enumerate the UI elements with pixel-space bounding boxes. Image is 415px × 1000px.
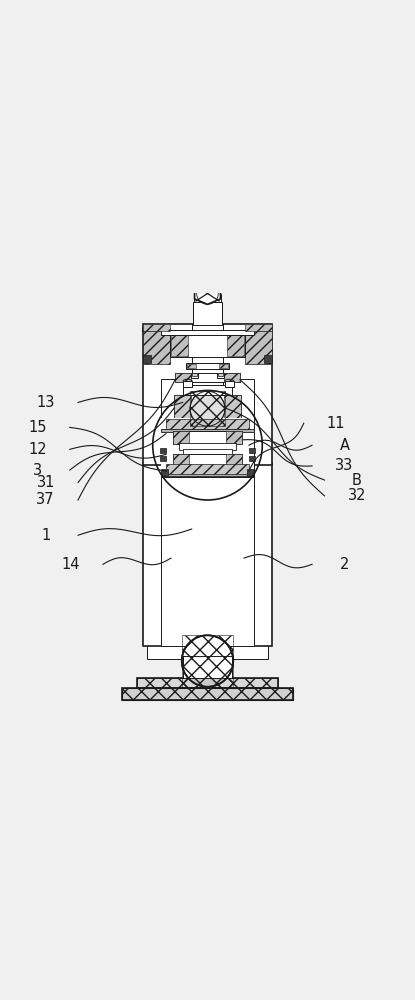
- Bar: [173, 431, 189, 444]
- Bar: [224, 373, 240, 382]
- Text: A: A: [339, 438, 349, 453]
- Bar: [170, 334, 245, 357]
- Text: 12: 12: [28, 442, 46, 457]
- Text: 11: 11: [327, 416, 345, 431]
- Bar: [192, 373, 197, 375]
- Bar: [179, 443, 236, 450]
- Bar: [161, 429, 254, 432]
- Polygon shape: [182, 661, 233, 687]
- Text: 31: 31: [37, 475, 55, 490]
- Polygon shape: [195, 283, 220, 304]
- Bar: [191, 373, 198, 378]
- Bar: [173, 454, 242, 466]
- Bar: [161, 379, 254, 477]
- Bar: [174, 395, 241, 418]
- Bar: [227, 335, 244, 356]
- Bar: [224, 395, 241, 418]
- Bar: [173, 431, 242, 444]
- Bar: [247, 469, 254, 476]
- Bar: [183, 381, 192, 387]
- Bar: [193, 302, 222, 325]
- Text: B: B: [352, 473, 362, 488]
- Bar: [183, 656, 232, 678]
- Bar: [190, 391, 225, 426]
- Text: 1: 1: [41, 528, 50, 543]
- Text: 3: 3: [33, 463, 42, 478]
- Bar: [225, 381, 234, 387]
- Bar: [122, 688, 293, 700]
- Bar: [175, 373, 240, 382]
- Bar: [171, 335, 188, 356]
- Bar: [173, 454, 189, 466]
- Bar: [143, 324, 272, 331]
- Bar: [143, 324, 170, 331]
- Bar: [218, 373, 223, 375]
- Bar: [264, 355, 272, 363]
- Bar: [160, 456, 166, 461]
- Bar: [161, 330, 254, 335]
- Polygon shape: [182, 635, 233, 687]
- Bar: [217, 373, 224, 378]
- Circle shape: [190, 391, 225, 426]
- Text: 15: 15: [28, 420, 46, 435]
- Bar: [226, 431, 242, 444]
- Bar: [161, 418, 254, 476]
- Bar: [160, 448, 166, 453]
- Bar: [226, 454, 242, 466]
- Bar: [187, 364, 196, 368]
- Bar: [192, 324, 223, 463]
- Bar: [122, 688, 293, 700]
- Text: 33: 33: [335, 458, 354, 473]
- Bar: [166, 464, 249, 474]
- Bar: [249, 448, 255, 453]
- Bar: [245, 327, 272, 364]
- Text: 32: 32: [348, 488, 366, 503]
- Text: 13: 13: [37, 395, 55, 410]
- Bar: [147, 645, 268, 659]
- Bar: [143, 355, 151, 363]
- Bar: [249, 456, 255, 461]
- Bar: [182, 635, 233, 687]
- Bar: [183, 449, 232, 456]
- Bar: [161, 473, 254, 476]
- Bar: [137, 678, 278, 688]
- Bar: [175, 373, 191, 382]
- Bar: [174, 395, 191, 418]
- Bar: [161, 469, 168, 476]
- Bar: [219, 364, 228, 368]
- Bar: [186, 363, 229, 369]
- Bar: [143, 463, 272, 646]
- Bar: [245, 324, 272, 331]
- Text: 2: 2: [340, 557, 349, 572]
- Text: 37: 37: [37, 492, 55, 508]
- Bar: [137, 678, 278, 688]
- Bar: [183, 385, 232, 395]
- Bar: [143, 328, 272, 465]
- Bar: [166, 419, 249, 430]
- Bar: [161, 463, 254, 646]
- Text: 14: 14: [61, 557, 80, 572]
- Bar: [197, 293, 218, 295]
- Bar: [194, 294, 221, 302]
- Bar: [143, 327, 170, 364]
